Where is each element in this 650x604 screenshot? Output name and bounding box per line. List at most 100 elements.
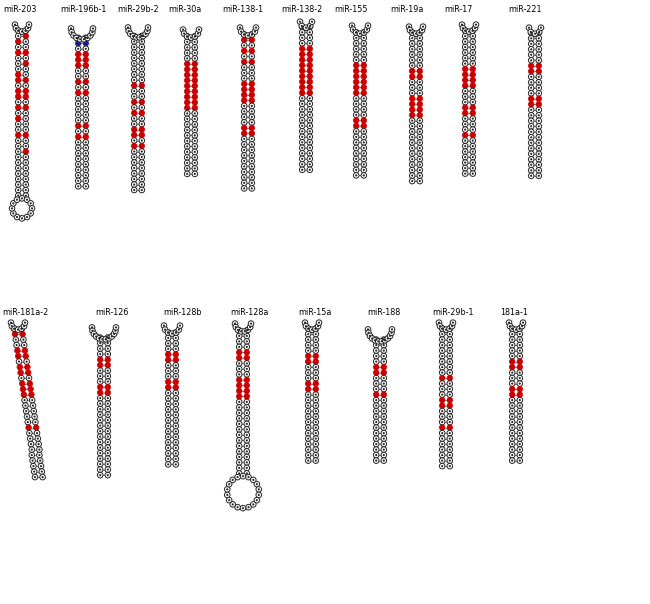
Circle shape xyxy=(369,336,375,341)
Circle shape xyxy=(384,339,386,341)
Circle shape xyxy=(511,454,514,456)
Circle shape xyxy=(105,340,110,346)
Circle shape xyxy=(238,329,240,332)
Circle shape xyxy=(373,452,379,458)
Circle shape xyxy=(313,332,318,337)
Circle shape xyxy=(26,425,31,431)
Circle shape xyxy=(464,118,466,120)
Circle shape xyxy=(462,105,468,111)
Circle shape xyxy=(315,432,317,434)
Circle shape xyxy=(411,42,413,45)
Circle shape xyxy=(244,399,250,405)
Circle shape xyxy=(464,95,466,98)
Text: miR-181a-2: miR-181a-2 xyxy=(2,308,48,317)
Circle shape xyxy=(192,50,198,56)
Circle shape xyxy=(510,348,515,353)
Circle shape xyxy=(165,357,171,362)
Circle shape xyxy=(244,388,250,394)
Circle shape xyxy=(140,33,146,39)
Circle shape xyxy=(77,163,79,165)
Circle shape xyxy=(447,463,452,469)
Circle shape xyxy=(167,419,169,422)
Circle shape xyxy=(410,178,415,184)
Circle shape xyxy=(538,125,540,127)
Circle shape xyxy=(307,79,313,85)
Circle shape xyxy=(251,165,253,167)
Circle shape xyxy=(462,27,464,29)
Circle shape xyxy=(31,463,36,469)
Circle shape xyxy=(474,27,476,29)
Circle shape xyxy=(133,40,135,42)
Circle shape xyxy=(248,476,250,478)
Circle shape xyxy=(105,352,110,357)
Circle shape xyxy=(243,116,245,118)
Circle shape xyxy=(528,30,534,36)
Circle shape xyxy=(375,460,377,461)
Circle shape xyxy=(16,143,21,149)
Circle shape xyxy=(9,205,15,211)
Circle shape xyxy=(309,114,311,116)
Circle shape xyxy=(167,425,169,427)
Circle shape xyxy=(354,57,359,63)
Circle shape xyxy=(445,329,447,331)
Circle shape xyxy=(246,368,248,370)
Circle shape xyxy=(307,327,309,330)
Circle shape xyxy=(419,130,421,133)
Circle shape xyxy=(462,111,468,116)
Circle shape xyxy=(42,476,44,478)
Circle shape xyxy=(25,30,27,32)
Circle shape xyxy=(365,23,370,28)
Circle shape xyxy=(411,59,413,61)
Circle shape xyxy=(309,26,311,28)
Circle shape xyxy=(361,162,367,167)
Circle shape xyxy=(173,362,179,368)
Circle shape xyxy=(141,150,143,153)
Circle shape xyxy=(419,136,421,138)
Circle shape xyxy=(313,342,318,348)
Circle shape xyxy=(131,187,137,193)
Circle shape xyxy=(419,180,421,182)
Circle shape xyxy=(421,29,423,31)
Circle shape xyxy=(309,130,311,132)
Circle shape xyxy=(109,333,114,339)
Circle shape xyxy=(448,437,451,440)
Circle shape xyxy=(439,326,445,332)
Circle shape xyxy=(355,163,358,165)
Circle shape xyxy=(470,149,476,155)
Circle shape xyxy=(244,361,250,366)
Circle shape xyxy=(141,161,143,164)
Circle shape xyxy=(307,101,313,106)
Circle shape xyxy=(28,377,30,379)
Circle shape xyxy=(472,57,474,59)
Circle shape xyxy=(517,370,523,376)
Circle shape xyxy=(242,329,248,334)
Circle shape xyxy=(107,414,109,416)
Circle shape xyxy=(447,436,452,442)
Circle shape xyxy=(383,355,385,357)
Circle shape xyxy=(183,33,185,34)
Circle shape xyxy=(23,66,29,72)
Circle shape xyxy=(75,95,81,101)
Circle shape xyxy=(141,74,143,76)
Circle shape xyxy=(511,350,514,352)
Circle shape xyxy=(131,171,137,176)
Circle shape xyxy=(23,353,29,359)
Circle shape xyxy=(528,91,534,96)
Circle shape xyxy=(194,57,196,59)
Circle shape xyxy=(538,32,540,34)
Circle shape xyxy=(441,454,443,456)
Circle shape xyxy=(510,326,515,332)
Circle shape xyxy=(379,338,385,344)
Circle shape xyxy=(316,320,322,326)
Circle shape xyxy=(530,87,532,89)
Circle shape xyxy=(38,454,40,456)
Circle shape xyxy=(375,416,377,417)
Circle shape xyxy=(315,437,317,440)
Circle shape xyxy=(14,197,20,202)
Circle shape xyxy=(167,392,169,394)
Circle shape xyxy=(133,51,135,54)
Circle shape xyxy=(17,178,20,180)
Circle shape xyxy=(410,35,415,41)
Circle shape xyxy=(301,26,304,28)
Circle shape xyxy=(355,141,358,144)
